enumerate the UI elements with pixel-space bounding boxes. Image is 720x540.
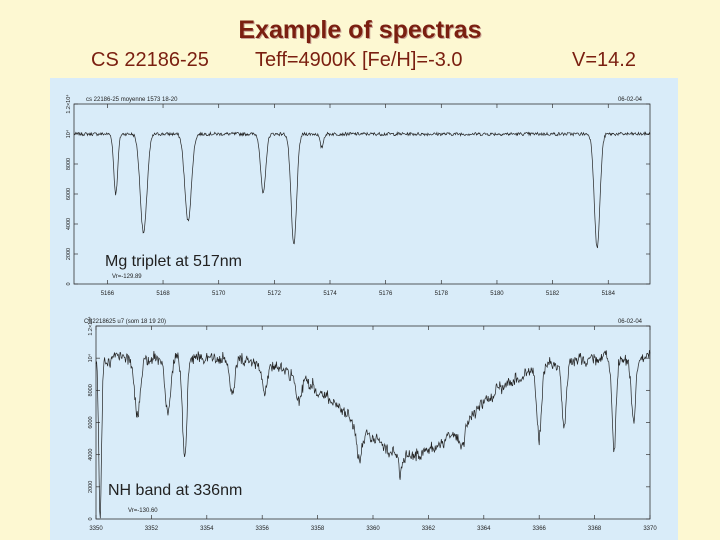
y-tick-label: 10⁴	[65, 129, 72, 138]
x-tick-label: 3364	[477, 526, 491, 532]
panel-header-left: cs 22186-25 moyenne 1573 18-20	[86, 97, 178, 103]
spectra-svg: 5166 5168 5170 5172 5174 5176 5178 5180 5182 5184…	[65, 94, 657, 532]
x-tick-label: 5166	[101, 291, 115, 297]
y-tick-label: 1.2×10⁴	[87, 316, 94, 336]
y-tick-label: 8000	[66, 158, 72, 170]
x-tick-label: 5174	[323, 291, 337, 297]
x-tick-label: 3350	[89, 526, 103, 532]
y-tick-label: 0	[66, 282, 72, 285]
y-tick-label: 4000	[66, 218, 72, 230]
spectra-plot-area: 5166 5168 5170 5172 5174 5176 5178 5180 5182 5184…	[50, 78, 678, 540]
x-tick-label: 3370	[643, 526, 657, 532]
x-tick-label: 3360	[366, 526, 380, 532]
x-tick-label: 5170	[212, 291, 226, 297]
x-tick-label: 3368	[588, 526, 602, 532]
y-tick-label: 2000	[88, 481, 94, 493]
x-tick-label: 5172	[268, 291, 282, 297]
panel-header-right: 06-02-04	[618, 319, 643, 325]
subtitle-magnitude: V=14.2	[572, 49, 636, 71]
x-tick-label: 3354	[200, 526, 214, 532]
spectrum-panel-2: 3350 3352 3354 3356 3358 3360 3362 3364 3366 3368…	[84, 316, 657, 532]
spectrum-line	[73, 131, 651, 249]
subtitle-star-name: CS 22186-25	[91, 49, 209, 71]
slide-title: Example of spectras	[238, 16, 482, 44]
y-tick-label: 2000	[66, 248, 72, 260]
panel-annotation: Mg triplet at 517nm	[105, 253, 242, 270]
x-tick-label: 3366	[533, 526, 547, 532]
spectrum-line	[95, 350, 651, 519]
x-tick-label: 3362	[422, 526, 436, 532]
panel-vr-label: Vr=-130.60	[128, 508, 158, 514]
panel-header-right: 06-02-04	[618, 97, 643, 103]
x-tick-label: 5184	[602, 291, 616, 297]
x-tick-label: 3358	[311, 526, 325, 532]
x-tick-label: 5182	[546, 291, 560, 297]
panel-vr-label: Vr=-129.89	[112, 274, 142, 280]
subtitle-parameters: Teff=4900K [Fe/H]=-3.0	[255, 49, 463, 71]
x-tick-label: 3356	[256, 526, 270, 532]
y-tick-label: 4000	[88, 449, 94, 461]
y-tick-label: 6000	[88, 416, 94, 428]
y-tick-label: 10⁴	[87, 353, 94, 362]
panel-annotation: NH band at 336nm	[108, 482, 242, 499]
x-tick-label: 5178	[435, 291, 449, 297]
x-tick-label: 5176	[379, 291, 393, 297]
y-tick-label: 6000	[66, 188, 72, 200]
x-tick-label: 3352	[145, 526, 159, 532]
spectrum-panel-1: 5166 5168 5170 5172 5174 5176 5178 5180 5182 5184…	[65, 94, 651, 297]
y-tick-label: 0	[88, 517, 94, 520]
x-tick-label: 5180	[490, 291, 504, 297]
x-tick-label: 5168	[156, 291, 170, 297]
panel-header-left: CS2218625 u7 (som 18 19 20)	[84, 319, 166, 325]
y-tick-label: 1.2×10⁴	[65, 94, 72, 114]
y-tick-label: 8000	[88, 384, 94, 396]
